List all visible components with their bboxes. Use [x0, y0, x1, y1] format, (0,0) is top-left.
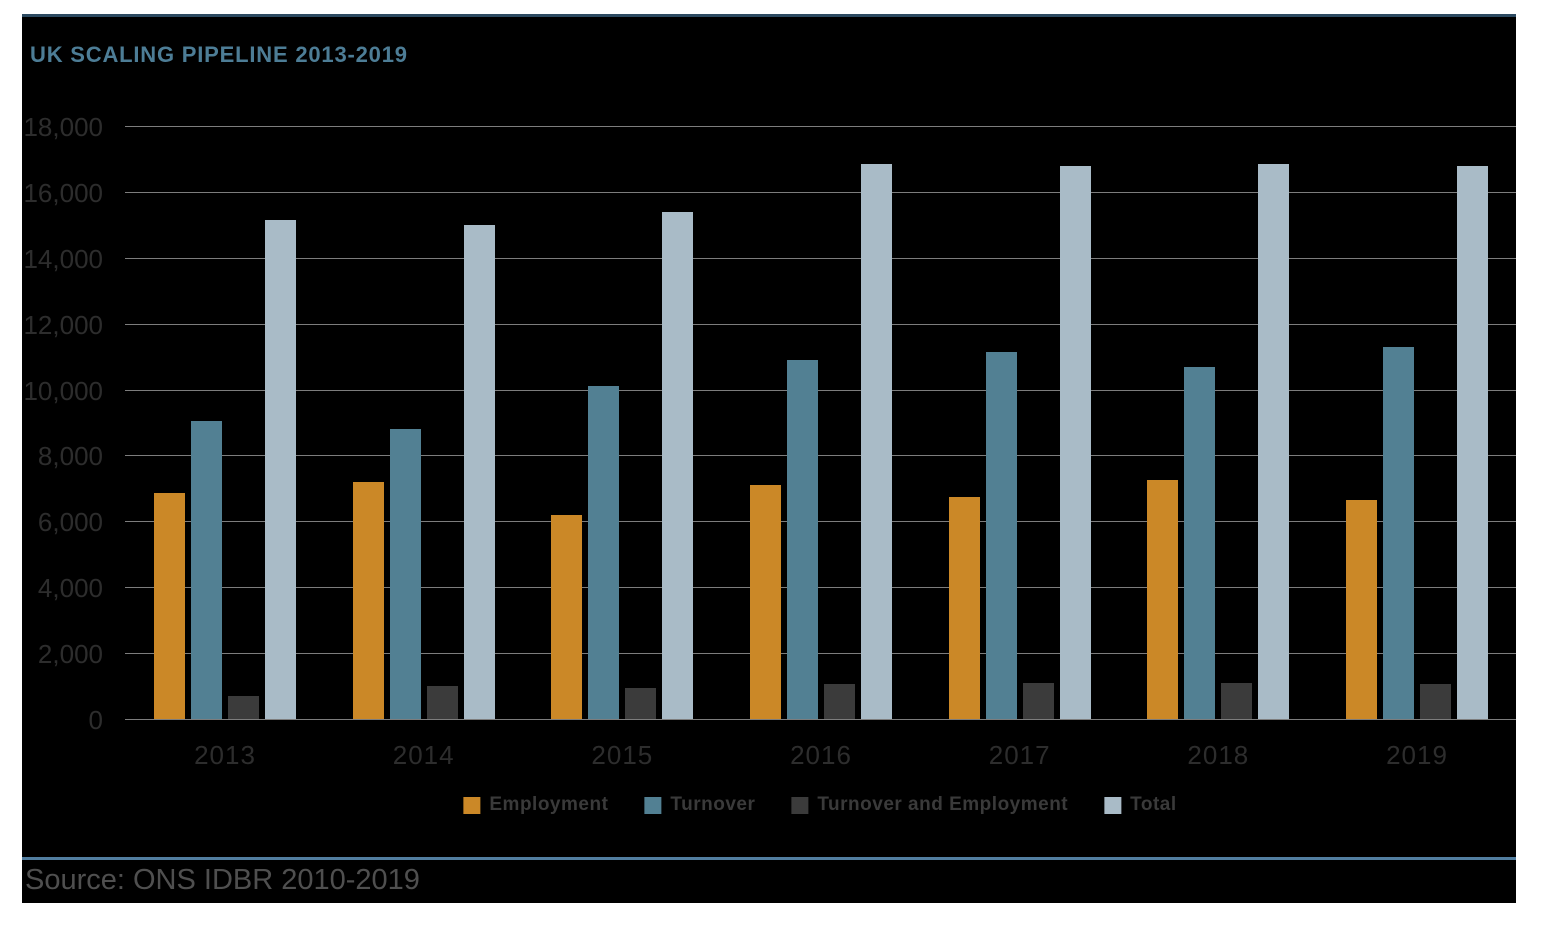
gridline [125, 521, 1516, 523]
legend-swatch-turnover [644, 796, 662, 814]
y-axis-label: 14,000 [23, 243, 103, 274]
legend-swatch-turnover_and_employment [791, 796, 809, 814]
source-text: Source: ONS IDBR 2010-2019 [25, 864, 420, 896]
gridline [125, 323, 1516, 325]
bar-employment-2016 [750, 485, 781, 719]
x-axis-label-2016: 2016 [790, 740, 852, 770]
bar-employment-2015 [551, 514, 583, 719]
y-axis-label: 0 [88, 705, 103, 735]
plot-area [125, 126, 1516, 720]
y-axis-label: 18,000 [23, 112, 103, 142]
legend-label: Total [1130, 794, 1177, 815]
legend-label: Turnover [670, 794, 756, 815]
bar-turnover-2013 [191, 420, 222, 719]
bar-employment-2014 [352, 481, 384, 719]
chart-title: UK SCALING PIPELINE 2013-2019 [30, 42, 408, 67]
bar-total-2017 [1059, 165, 1091, 719]
gridline [125, 191, 1516, 193]
legend-item-turnover_and_employment: Turnover and Employment [791, 794, 1068, 816]
bar-employment-2017 [948, 496, 980, 719]
bar-employment-2013 [154, 493, 185, 719]
bar-turnover_and_employment-2018 [1221, 682, 1253, 719]
bar-turnover_and_employment-2015 [625, 687, 657, 719]
x-axis-label-2013: 2013 [194, 740, 256, 770]
gridline [125, 389, 1516, 391]
bar-turnover_and_employment-2019 [1420, 684, 1451, 719]
bar-turnover_and_employment-2013 [228, 695, 259, 719]
x-axis-label-2015: 2015 [591, 740, 654, 770]
legend-item-employment: Employment [463, 794, 608, 816]
bar-employment-2018 [1147, 480, 1179, 719]
bar-total-2016 [861, 163, 892, 719]
gridline [125, 587, 1516, 589]
legend-swatch-employment [463, 796, 481, 814]
legend: Employment Turnover Turnover and Employmen… [463, 794, 1176, 816]
bar-turnover-2017 [985, 351, 1017, 719]
bar-turnover-2016 [787, 359, 818, 719]
y-axis-label: 8,000 [37, 441, 103, 472]
bar-total-2018 [1258, 163, 1290, 719]
y-axis-label: 4,000 [37, 573, 103, 604]
y-axis-label: 6,000 [37, 507, 103, 538]
bar-total-2019 [1457, 165, 1488, 719]
bar-turnover-2015 [588, 386, 620, 719]
gridline [125, 719, 1516, 720]
bar-turnover-2018 [1184, 366, 1216, 719]
bar-turnover_and_employment-2017 [1022, 682, 1054, 719]
legend-label: Employment [489, 794, 609, 815]
x-axis-label-2014: 2014 [392, 740, 455, 770]
x-axis-label-2017: 2017 [988, 740, 1051, 770]
bar-turnover-2014 [389, 429, 421, 719]
gridline [125, 653, 1516, 655]
bar-total-2013 [265, 219, 296, 719]
bar-turnover_and_employment-2014 [426, 686, 458, 719]
y-axis-label: 10,000 [23, 375, 103, 406]
gridline [125, 257, 1516, 259]
bar-turnover_and_employment-2016 [824, 684, 855, 719]
bottom-divider-rule [22, 857, 1516, 860]
y-axis-label: 12,000 [23, 309, 103, 340]
x-axis-label-2019: 2019 [1386, 740, 1448, 770]
legend-swatch-total [1104, 796, 1122, 814]
legend-item-turnover: Turnover [644, 794, 755, 816]
bar-total-2014 [463, 224, 495, 719]
bar-employment-2019 [1346, 499, 1377, 719]
y-axis-label: 16,000 [23, 177, 103, 208]
legend-label: Turnover and Employment [817, 794, 1069, 815]
y-axis-label: 2,000 [37, 639, 103, 670]
x-axis-label-2018: 2018 [1187, 740, 1250, 770]
gridline [125, 455, 1516, 457]
bar-total-2015 [662, 211, 694, 719]
gridline [125, 126, 1516, 127]
legend-item-total: Total [1104, 794, 1176, 816]
bar-turnover-2019 [1383, 346, 1414, 719]
